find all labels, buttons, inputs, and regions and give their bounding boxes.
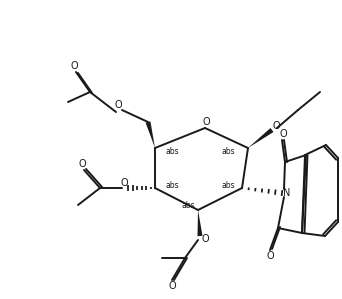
Text: abs: abs [221, 147, 235, 156]
Text: abs: abs [165, 181, 179, 190]
Text: O: O [201, 234, 209, 244]
Text: O: O [114, 100, 122, 110]
Text: abs: abs [165, 147, 179, 156]
Text: O: O [78, 159, 86, 169]
Text: N: N [283, 188, 291, 198]
Polygon shape [146, 121, 155, 148]
Text: abs: abs [221, 181, 235, 190]
Polygon shape [198, 210, 202, 236]
Text: O: O [279, 129, 287, 139]
Text: O: O [272, 121, 280, 131]
Text: O: O [120, 178, 128, 188]
Text: abs: abs [181, 201, 195, 210]
Text: O: O [202, 117, 210, 127]
Text: O: O [168, 281, 176, 291]
Polygon shape [248, 128, 274, 148]
Text: O: O [70, 61, 78, 71]
Text: O: O [266, 251, 274, 261]
